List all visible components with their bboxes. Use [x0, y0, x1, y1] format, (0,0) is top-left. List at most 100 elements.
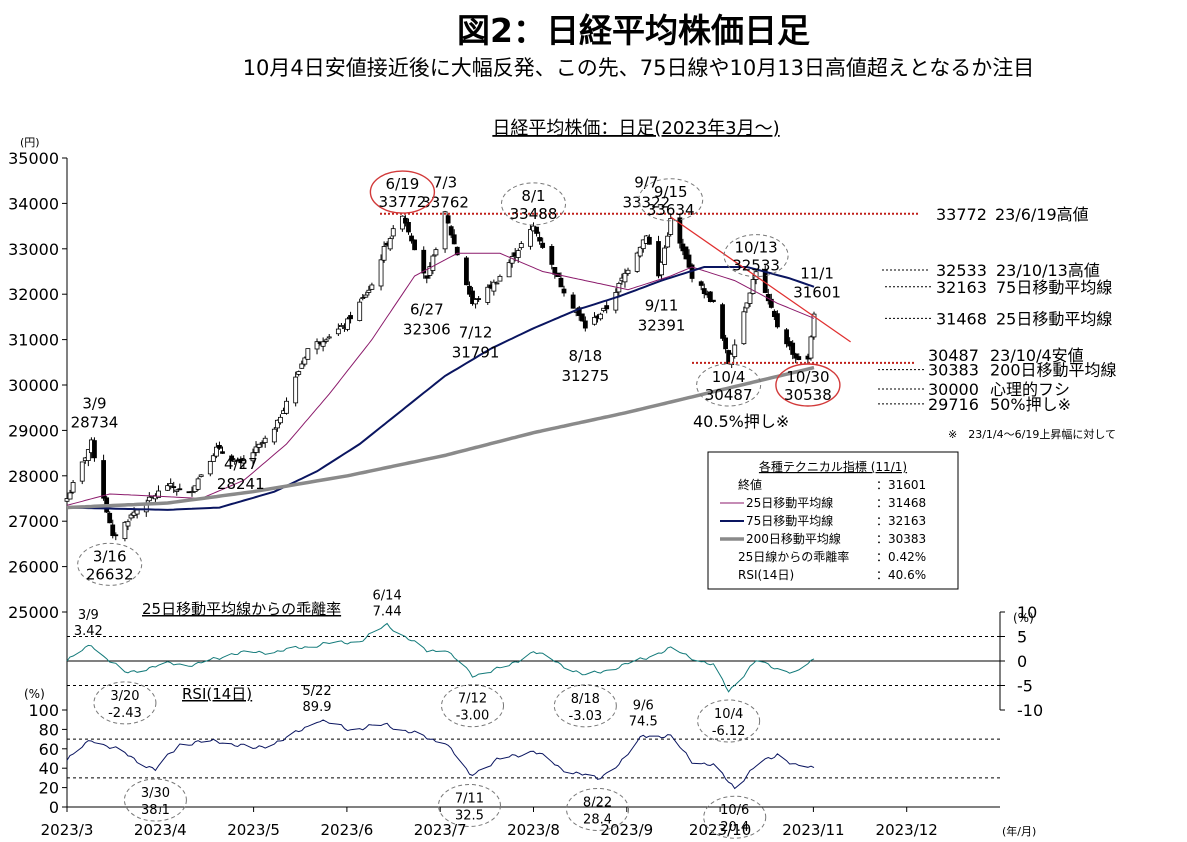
candle-down — [220, 451, 225, 454]
rsi-tick-label: 0 — [49, 798, 59, 817]
legend-label: 25日移動平均線 — [746, 495, 833, 510]
candle-up — [195, 478, 201, 490]
candle-up — [256, 443, 262, 448]
right-level-value: 32163 — [936, 278, 987, 297]
candle-up — [207, 460, 213, 475]
candle-up — [305, 348, 311, 360]
candle-up — [314, 341, 320, 350]
candle-up — [430, 255, 436, 271]
candle-down — [570, 294, 576, 309]
candle-up — [808, 336, 814, 359]
price-tick-label: 34000 — [8, 194, 59, 213]
circled-date: 3/16 — [93, 547, 127, 565]
circled-annotation — [723, 234, 789, 278]
rsi-label-value: 20.4 — [720, 820, 749, 835]
candle-up — [125, 521, 131, 527]
candle-up — [241, 460, 247, 464]
deviation-label-value: -2.43 — [108, 706, 142, 721]
rsi-label-value: 28.4 — [583, 812, 612, 827]
candle-up — [369, 284, 375, 290]
price-point-value: 33762 — [421, 193, 469, 211]
candle-up — [165, 485, 171, 491]
circled-value: 33488 — [510, 205, 558, 223]
candle-up — [79, 461, 85, 482]
candle-up — [592, 316, 597, 325]
circled-date: 9/15 — [654, 183, 688, 201]
candle-up — [326, 336, 332, 339]
circled-date: 8/1 — [521, 187, 545, 205]
candle-up — [302, 357, 308, 365]
candle-up — [732, 344, 738, 357]
deviation-label-circle — [441, 684, 505, 728]
candle-down — [723, 337, 728, 350]
price-unit-label: (円) — [20, 136, 40, 149]
circled-value: 26632 — [86, 565, 134, 583]
price-tick-label: 32000 — [8, 285, 59, 304]
price-tick-label: 30000 — [8, 376, 59, 395]
candle-up — [168, 483, 174, 487]
candle-up — [491, 281, 497, 292]
candle-down — [784, 329, 789, 345]
candle-up — [64, 498, 70, 502]
deviation-label-value: 3.42 — [74, 624, 103, 639]
candle-down — [110, 524, 116, 536]
candle-up — [299, 363, 305, 369]
circled-date: 6/19 — [386, 175, 420, 193]
candle-down — [561, 288, 567, 294]
candle-up — [515, 250, 521, 258]
candle-up — [262, 437, 268, 444]
right-level-text: 23/10/13高値 — [996, 261, 1100, 280]
candle-down — [677, 217, 683, 244]
pushback-label: 40.5%押し※ — [693, 412, 789, 431]
candle-up — [390, 228, 396, 237]
rsi-line — [66, 719, 815, 790]
rsi-tick-label: 40 — [39, 759, 59, 778]
candle-up — [811, 313, 817, 338]
rsi-tick-label: 20 — [39, 779, 59, 798]
price-point-date: 9/11 — [645, 296, 679, 314]
candle-up — [433, 249, 439, 256]
candle-down — [409, 235, 414, 242]
candle-down — [348, 315, 353, 320]
candle-up — [625, 269, 631, 274]
price-point-value: 31275 — [561, 367, 609, 385]
rsi-label-circle — [566, 787, 630, 831]
deviation-label-circle — [553, 684, 617, 728]
candle-up — [750, 279, 756, 294]
candle-down — [451, 234, 457, 245]
price-point-value: 31791 — [452, 344, 500, 362]
deviation-label-value: -3.00 — [456, 709, 490, 724]
candle-up — [613, 292, 619, 311]
candle-up — [473, 299, 478, 305]
x-tick-label: 2023/3 — [41, 821, 94, 839]
circled-annotation — [369, 170, 436, 214]
candle-down — [701, 288, 707, 294]
right-level-text: 75日移動平均線 — [996, 278, 1112, 297]
candle-up — [381, 246, 387, 261]
high-line-text: 23/6/19高値 — [995, 205, 1089, 224]
candle-down — [656, 241, 661, 277]
candle-down — [720, 304, 725, 339]
candle-up — [335, 328, 341, 335]
legend-value: ：32163 — [876, 514, 926, 528]
circled-date: 10/13 — [734, 239, 777, 257]
legend-value: ：31601 — [876, 478, 926, 492]
candle-up — [494, 282, 500, 285]
circled-value: 33772 — [379, 193, 427, 211]
price-tick-label: 26000 — [8, 558, 59, 577]
circled-annotation — [696, 363, 762, 407]
circled-date: 10/30 — [786, 368, 829, 386]
price-point-date: 6/27 — [410, 300, 444, 318]
price-tick-label: 27000 — [8, 512, 59, 531]
candle-up — [85, 449, 91, 461]
candle-up — [360, 297, 366, 300]
candle-up — [134, 509, 140, 515]
candle-down — [796, 356, 802, 360]
price-tick-label: 35000 — [8, 149, 59, 168]
candle-up — [378, 259, 384, 287]
legend-label: 200日移動平均線 — [746, 531, 841, 546]
candle-down — [113, 534, 119, 537]
right-level-text: 200日移動平均線 — [990, 361, 1117, 380]
downtrend-line — [670, 216, 851, 343]
candle-up — [741, 311, 747, 345]
